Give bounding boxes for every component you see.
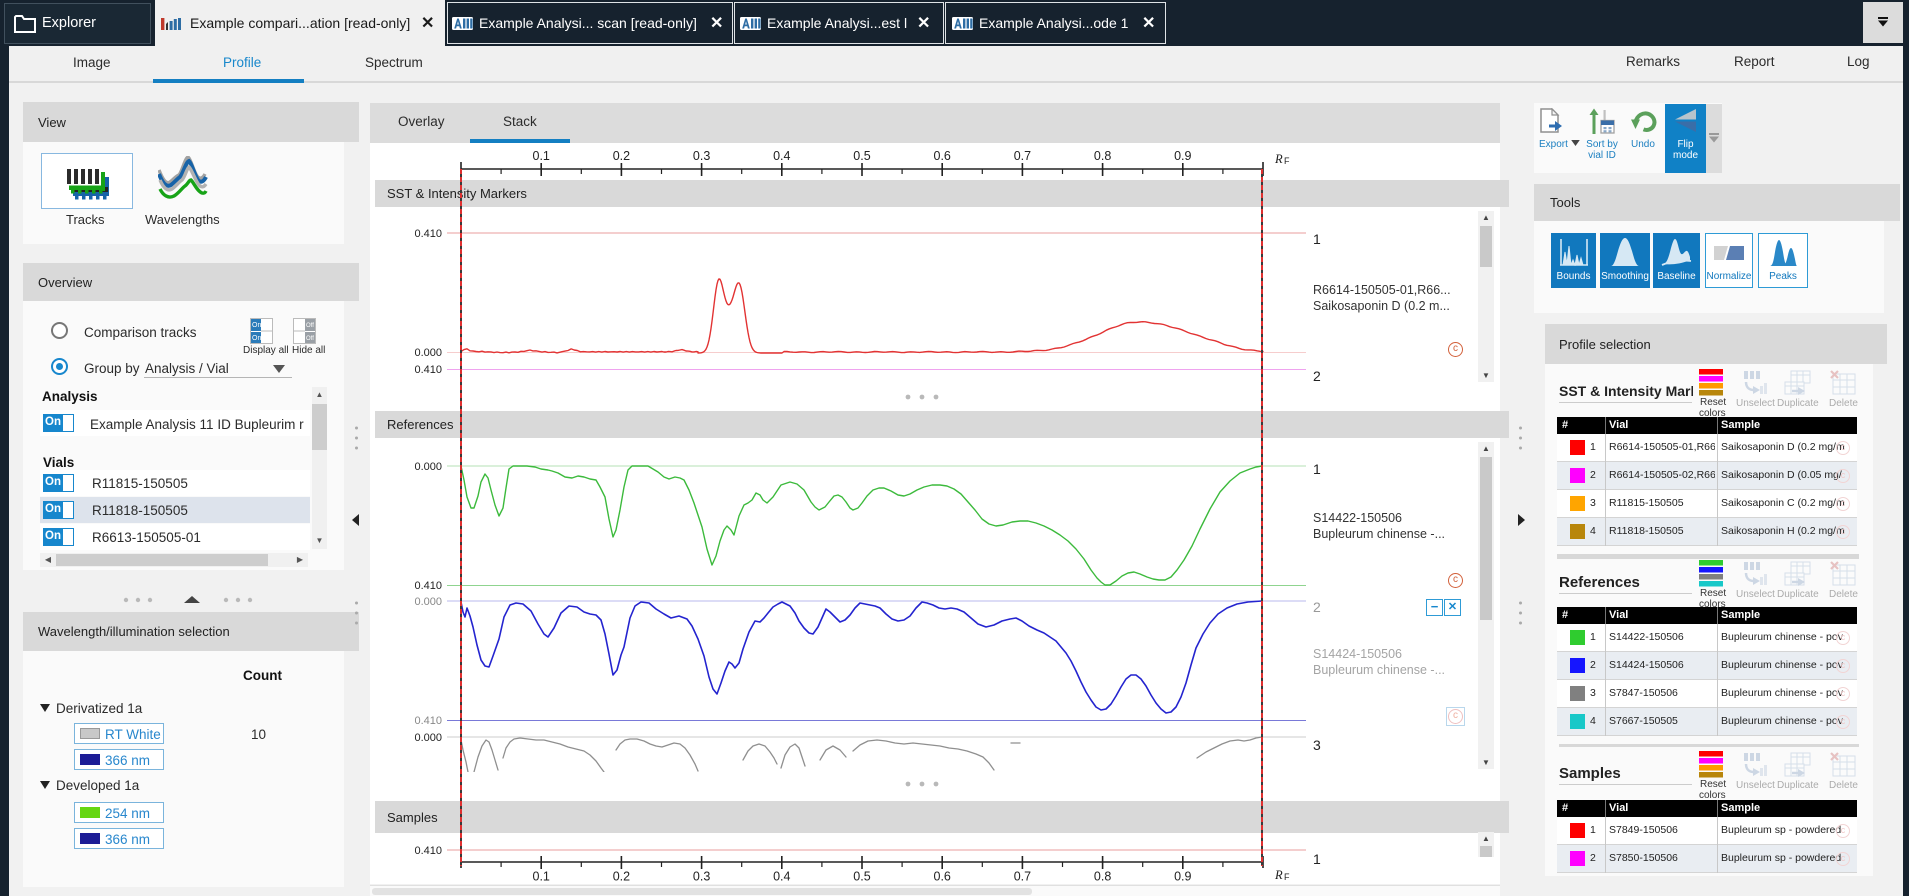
svg-text:0.2: 0.2 xyxy=(613,870,630,884)
svg-text:0.4: 0.4 xyxy=(773,149,790,163)
svg-text:Off: Off xyxy=(306,323,314,329)
svg-text:0.3: 0.3 xyxy=(693,870,710,884)
svg-text:0.6: 0.6 xyxy=(934,870,951,884)
svg-text:On: On xyxy=(252,335,261,342)
svg-text:0.1: 0.1 xyxy=(533,870,550,884)
svg-text:0.410: 0.410 xyxy=(414,364,442,376)
svg-text:0.2: 0.2 xyxy=(613,149,630,163)
svg-text:Off: Off xyxy=(306,336,314,342)
svg-text:F: F xyxy=(1284,872,1290,882)
svg-text:0.3: 0.3 xyxy=(693,149,710,163)
svg-text:0.8: 0.8 xyxy=(1094,870,1111,884)
svg-text:0.6: 0.6 xyxy=(934,149,951,163)
svg-text:0.7: 0.7 xyxy=(1014,870,1031,884)
svg-text:0.5: 0.5 xyxy=(853,149,870,163)
svg-text:0.1: 0.1 xyxy=(533,149,550,163)
svg-text:0.7: 0.7 xyxy=(1014,149,1031,163)
svg-text:0.000: 0.000 xyxy=(414,596,442,608)
svg-text:F: F xyxy=(1284,156,1290,166)
svg-text:0.8: 0.8 xyxy=(1094,149,1111,163)
svg-text:0.410: 0.410 xyxy=(414,845,442,857)
svg-text:0.000: 0.000 xyxy=(414,732,442,744)
svg-text:0.9: 0.9 xyxy=(1174,149,1191,163)
svg-text:0.410: 0.410 xyxy=(414,580,442,592)
svg-text:0.410: 0.410 xyxy=(414,715,442,727)
svg-text:0.410: 0.410 xyxy=(414,228,442,240)
svg-text:0.4: 0.4 xyxy=(773,870,790,884)
svg-text:On: On xyxy=(252,322,261,329)
svg-text:0.5: 0.5 xyxy=(853,870,870,884)
svg-text:R: R xyxy=(1274,152,1283,166)
svg-text:R: R xyxy=(1274,868,1283,882)
svg-text:0.000: 0.000 xyxy=(414,461,442,473)
svg-text:0.000: 0.000 xyxy=(414,347,442,359)
svg-text:0.9: 0.9 xyxy=(1174,870,1191,884)
